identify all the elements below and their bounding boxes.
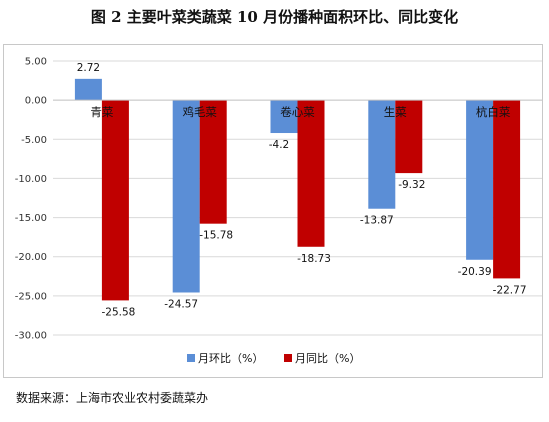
category-label: 杭白菜 bbox=[476, 105, 511, 119]
data-label: -13.87 bbox=[360, 215, 394, 227]
mom-bar bbox=[466, 100, 494, 260]
yoy-bar bbox=[493, 100, 521, 279]
mom-bar bbox=[74, 78, 102, 101]
chart-area: 5.00 0.00 -5.00 -10.00 -15.00 -20.00 -25.00 -30… bbox=[3, 44, 543, 378]
y-tick-label: 5.00 bbox=[25, 57, 47, 68]
data-label: -9.32 bbox=[398, 179, 425, 191]
y-tick-label: -20.00 bbox=[15, 252, 47, 263]
category-label: 鸡毛菜 bbox=[182, 105, 217, 119]
bar-chart: 5.00 0.00 -5.00 -10.00 -15.00 -20.00 -25.00 -30… bbox=[15, 57, 542, 365]
legend-mom-label: 月环比（%） bbox=[198, 352, 263, 365]
legend-yoy-label: 月同比（%） bbox=[295, 352, 360, 365]
data-label: -25.58 bbox=[101, 306, 135, 318]
y-tick-label: -30.00 bbox=[15, 331, 47, 342]
category-label: 卷心菜 bbox=[280, 105, 315, 119]
mom-bar bbox=[172, 100, 200, 293]
yoy-bar bbox=[199, 100, 227, 224]
y-tick-label: -25.00 bbox=[15, 291, 47, 302]
y-tick-label: -10.00 bbox=[15, 174, 47, 185]
data-label: -18.73 bbox=[297, 253, 331, 265]
data-source-note: 数据来源：上海市农业农村委蔬菜办 bbox=[16, 391, 209, 405]
y-tick-label: 0.00 bbox=[25, 96, 47, 107]
legend-mom-swatch bbox=[187, 354, 195, 362]
y-tick-label: -15.00 bbox=[15, 213, 47, 224]
mom-bar bbox=[270, 100, 298, 134]
chart-title: 图 2 主要叶菜类蔬菜 10 月份播种面积环比、同比变化 bbox=[90, 8, 459, 26]
data-label: 2.72 bbox=[77, 62, 100, 74]
yoy-bar bbox=[101, 100, 129, 301]
data-label: -24.57 bbox=[164, 298, 198, 310]
data-label: -20.39 bbox=[458, 266, 492, 278]
legend-yoy-swatch bbox=[284, 354, 292, 362]
data-label: -22.77 bbox=[493, 284, 527, 296]
category-label: 青菜 bbox=[90, 105, 113, 119]
mom-bar bbox=[368, 100, 396, 209]
y-tick-label: -5.00 bbox=[21, 135, 47, 146]
yoy-bar bbox=[297, 100, 325, 247]
yoy-bar bbox=[395, 100, 423, 174]
category-label: 生菜 bbox=[384, 105, 407, 119]
data-label: -4.2 bbox=[269, 139, 290, 151]
data-label: -15.78 bbox=[199, 230, 233, 242]
